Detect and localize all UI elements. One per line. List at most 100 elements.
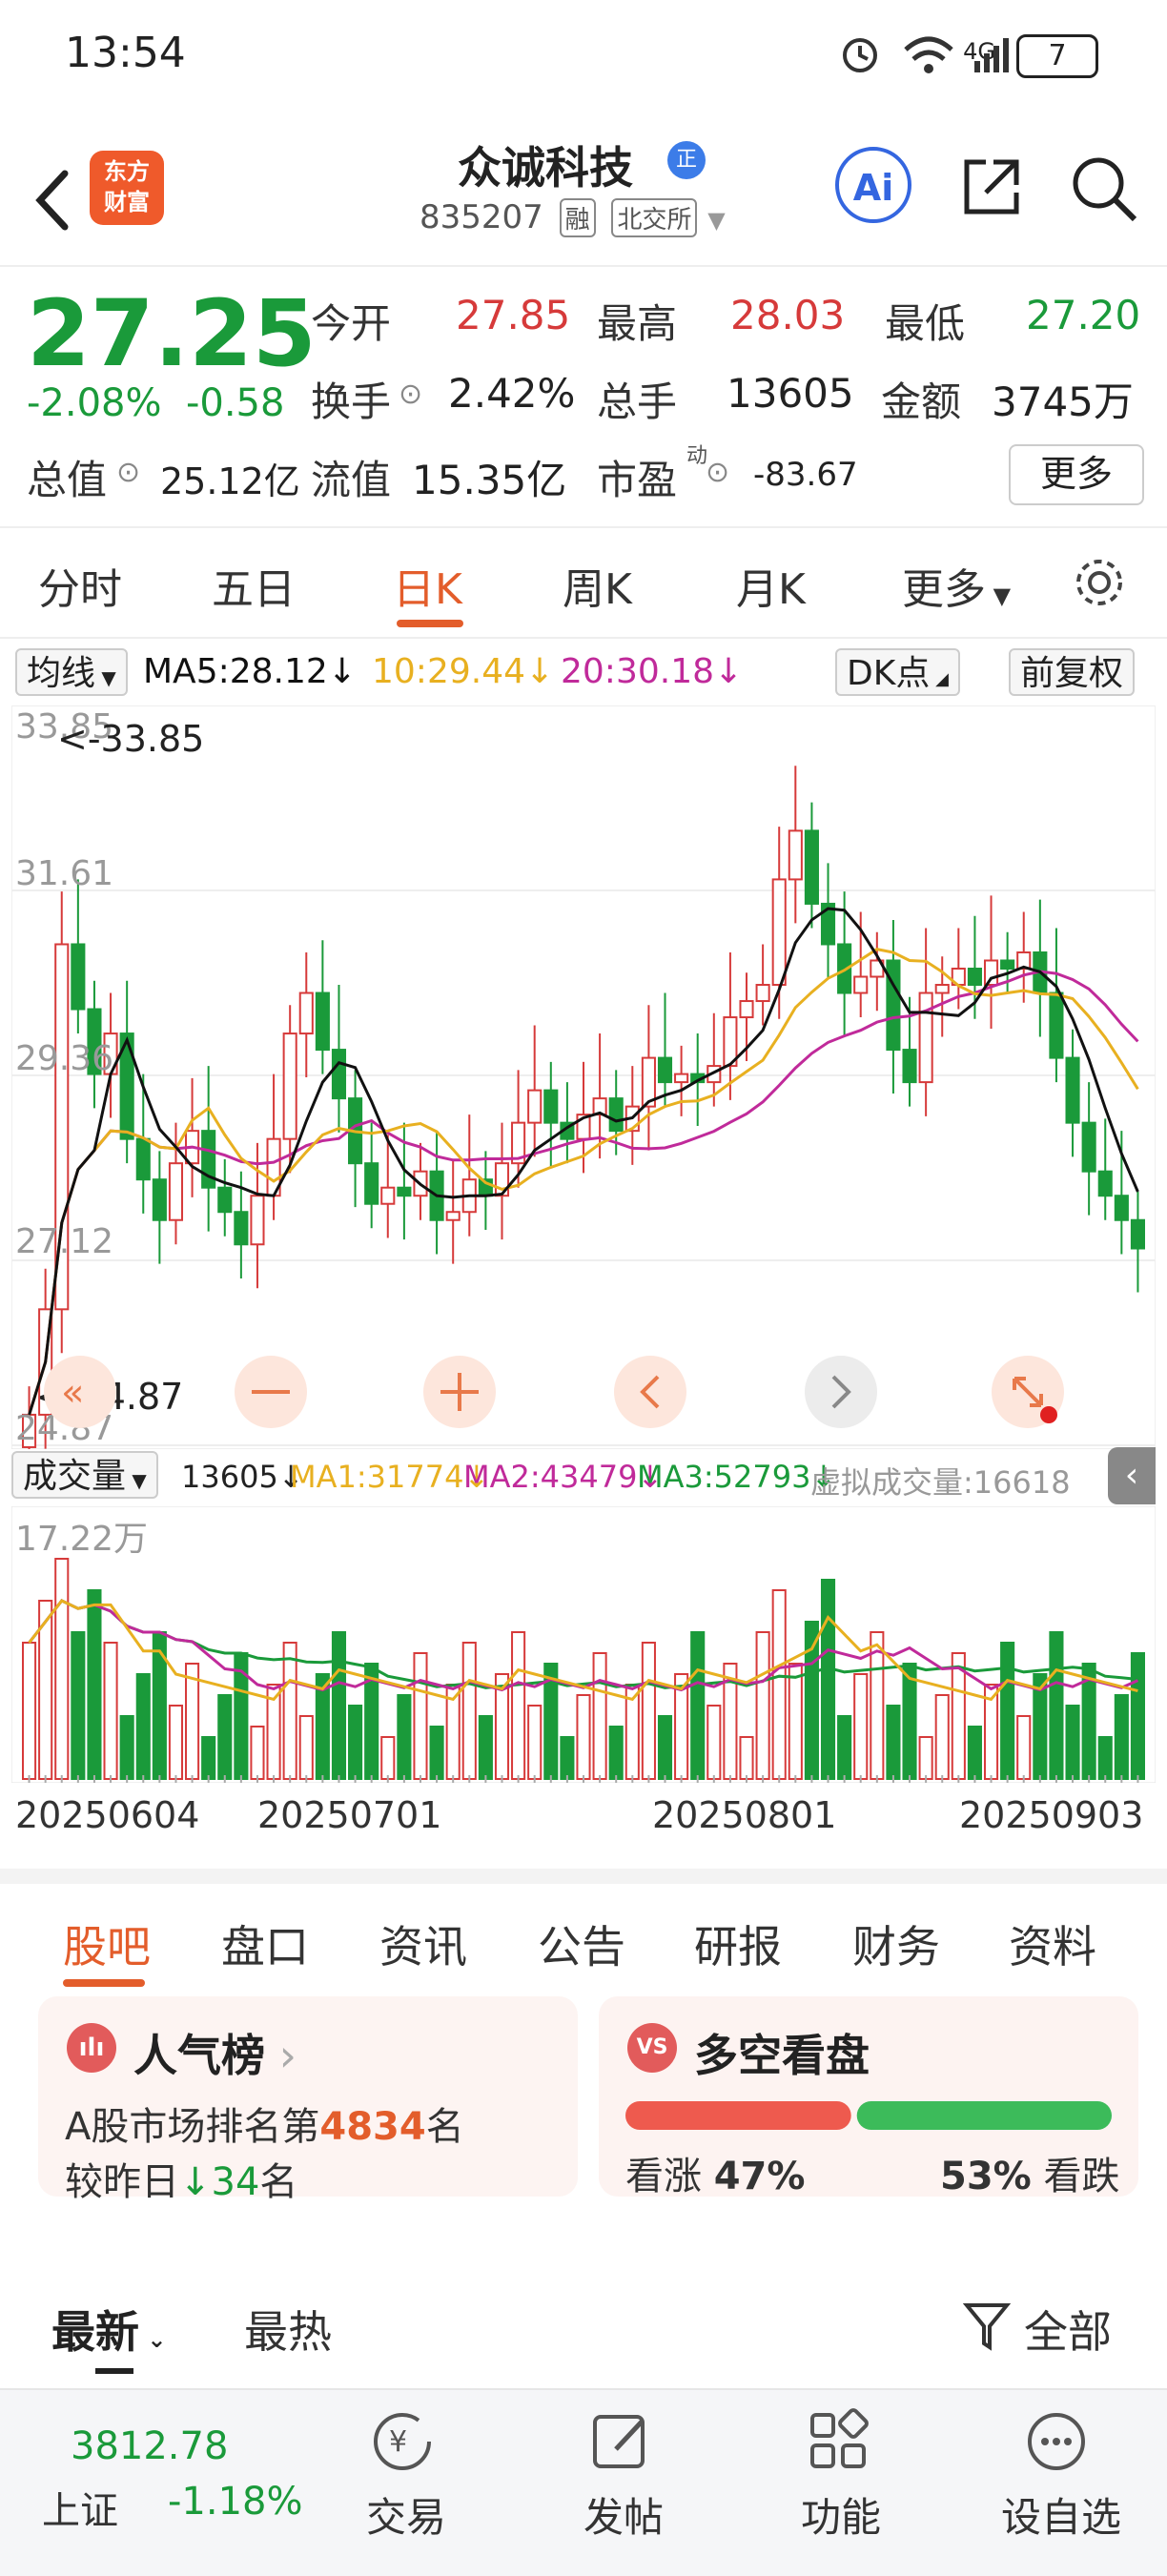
tab-monthly[interactable]: 月K [736, 565, 806, 614]
info-icon[interactable]: ⊙ [116, 456, 141, 489]
filter-icon[interactable] [963, 2300, 1011, 2353]
volume-bar [429, 1726, 444, 1780]
rank-change-line: 较昨日↓34名 [65, 2160, 298, 2204]
network-icon: 4G [963, 38, 995, 65]
search-icon[interactable] [1068, 153, 1140, 225]
tab-research[interactable]: 研报 [694, 1921, 782, 1973]
volume-ma1: MA1:31774↓ [290, 1459, 490, 1495]
tab-five-day[interactable]: 五日 [212, 565, 296, 614]
chevron-right-icon [831, 1375, 851, 1409]
tab-daily[interactable]: 日K [393, 565, 462, 614]
sort-latest[interactable]: 最新 ⌄ [51, 2306, 167, 2358]
more-button[interactable]: 更多 [1009, 444, 1144, 505]
dk-selector[interactable]: DK点 ◢ [835, 648, 960, 696]
volume-value: 13605↓ [181, 1459, 304, 1495]
volume-bar [135, 1673, 151, 1780]
index-value[interactable]: 3812.78 [71, 2424, 229, 2468]
candle-body [657, 1056, 673, 1084]
bar-chart-icon: ılı [67, 2023, 116, 2073]
axis-tick-label: 29.36 [15, 1039, 113, 1078]
date-tick: 20250604 [15, 1794, 200, 1836]
ai-button[interactable]: Ai [835, 147, 911, 223]
filter-all[interactable]: 全部 [1024, 2306, 1112, 2358]
candle-body [1016, 951, 1032, 970]
candle-body [1081, 1121, 1096, 1173]
back-icon[interactable] [27, 162, 84, 238]
volume-bar [592, 1652, 607, 1780]
volume-bar [886, 1705, 901, 1780]
date-axis: 20250604 20250701 20250801 20250903 [0, 1785, 1167, 1842]
adjust-selector[interactable]: 前复权 [1009, 648, 1136, 696]
nav-add-watchlist[interactable]: 设自选 [1001, 2494, 1122, 2541]
ma-indicator-bar: 均线 ▼ MA5:28.12↓ 10:29.44↓ 20:30.18↓ DK点 … [0, 639, 1167, 705]
volume-selector[interactable]: 成交量 ▼ [11, 1451, 158, 1499]
candle-body [87, 1008, 102, 1075]
ma5-value: MA5:28.12↓ [143, 652, 357, 691]
candle-body [380, 1186, 396, 1205]
sort-hot[interactable]: 最热 [244, 2306, 332, 2358]
volume-bar [1000, 1642, 1015, 1780]
post-icon[interactable] [587, 2407, 656, 2476]
settings-icon[interactable] [1070, 553, 1129, 612]
volume-bar [22, 1642, 37, 1780]
candlestick-chart[interactable]: 33.85 31.61 29.36 27.12 24.87 <-33.85 <-… [11, 705, 1156, 1449]
tab-announcements[interactable]: 公告 [538, 1921, 625, 1973]
sentiment-card[interactable]: VS 多空看盘 看涨 47% 53% 看跌 [599, 1996, 1138, 2198]
open-row: 今开 [311, 300, 392, 347]
ma20-line [28, 970, 1139, 1416]
axis-tick-label: 27.12 [15, 1222, 113, 1261]
virtual-volume: 虚拟成交量:16618 [810, 1464, 1071, 1501]
wifi-icon [904, 36, 953, 73]
app-logo[interactable]: 东方 财富 [90, 151, 164, 225]
share-icon[interactable] [957, 153, 1026, 221]
tab-finance[interactable]: 财务 [852, 1921, 940, 1973]
volume-bar [1049, 1631, 1064, 1780]
tab-intraday[interactable]: 分时 [38, 565, 122, 614]
candle-body [902, 1049, 917, 1084]
amount-label: 金额 [881, 378, 962, 425]
feed-sort-row: 最新 ⌄ 最热 全部 [0, 2288, 1167, 2383]
low-value: 27.20 [1026, 292, 1141, 338]
info-icon[interactable]: ⊙ [399, 378, 423, 411]
volume-bar [690, 1631, 706, 1780]
stock-code-row: 835207 融 北交所 ▼ [420, 198, 726, 237]
ma-selector[interactable]: 均线 ▼ [15, 648, 128, 696]
plus-icon [440, 1373, 479, 1411]
candle-body [771, 878, 787, 987]
apps-icon[interactable] [805, 2407, 873, 2476]
tab-profile[interactable]: 资料 [1009, 1921, 1096, 1973]
float-label: 流值 [311, 457, 392, 503]
info-icon[interactable]: ⊙ [706, 456, 730, 489]
tab-weekly[interactable]: 周K [563, 565, 632, 614]
candle-body [788, 829, 803, 881]
volume-bar [788, 1663, 803, 1780]
nav-trade[interactable]: 交易 [366, 2494, 447, 2541]
popularity-card[interactable]: ılı 人气榜 › A股市场排名第4834名 较昨日↓34名 [38, 1996, 578, 2204]
volume-bar [739, 1736, 754, 1780]
candle-body [315, 992, 330, 1052]
tab-orderbook[interactable]: 盘口 [221, 1921, 309, 1973]
candle-body [445, 1211, 461, 1221]
volume-bar [478, 1715, 493, 1780]
volume-chart[interactable]: 17.22万 [11, 1506, 1156, 1783]
active-tab-indicator [397, 620, 463, 627]
candle-body [119, 1032, 134, 1140]
period-tabs: 分时 五日 日K 周K 月K 更多 ▼ [0, 526, 1167, 639]
volume-axis-label: 17.22万 [15, 1520, 148, 1559]
more-icon[interactable] [1022, 2407, 1091, 2476]
candle-body [298, 992, 314, 1035]
tab-forum[interactable]: 股吧 [63, 1921, 151, 1973]
notification-dot [1040, 1406, 1057, 1423]
trade-icon[interactable]: ¥ [368, 2407, 437, 2476]
ma10-value: 10:29.44↓ [372, 652, 555, 691]
sentiment-bar [625, 2101, 1112, 2130]
double-left-icon: « [61, 1371, 84, 1415]
collapse-button[interactable]: ‹ [1108, 1447, 1156, 1504]
nav-features[interactable]: 功能 [801, 2494, 882, 2541]
volume-bar [608, 1726, 624, 1780]
tab-more[interactable]: 更多 ▼ [902, 565, 1012, 614]
nav-post[interactable]: 发帖 [584, 2494, 665, 2541]
volume-bar [348, 1705, 363, 1780]
tab-news[interactable]: 资讯 [379, 1921, 467, 1973]
candle-body [674, 1073, 689, 1084]
